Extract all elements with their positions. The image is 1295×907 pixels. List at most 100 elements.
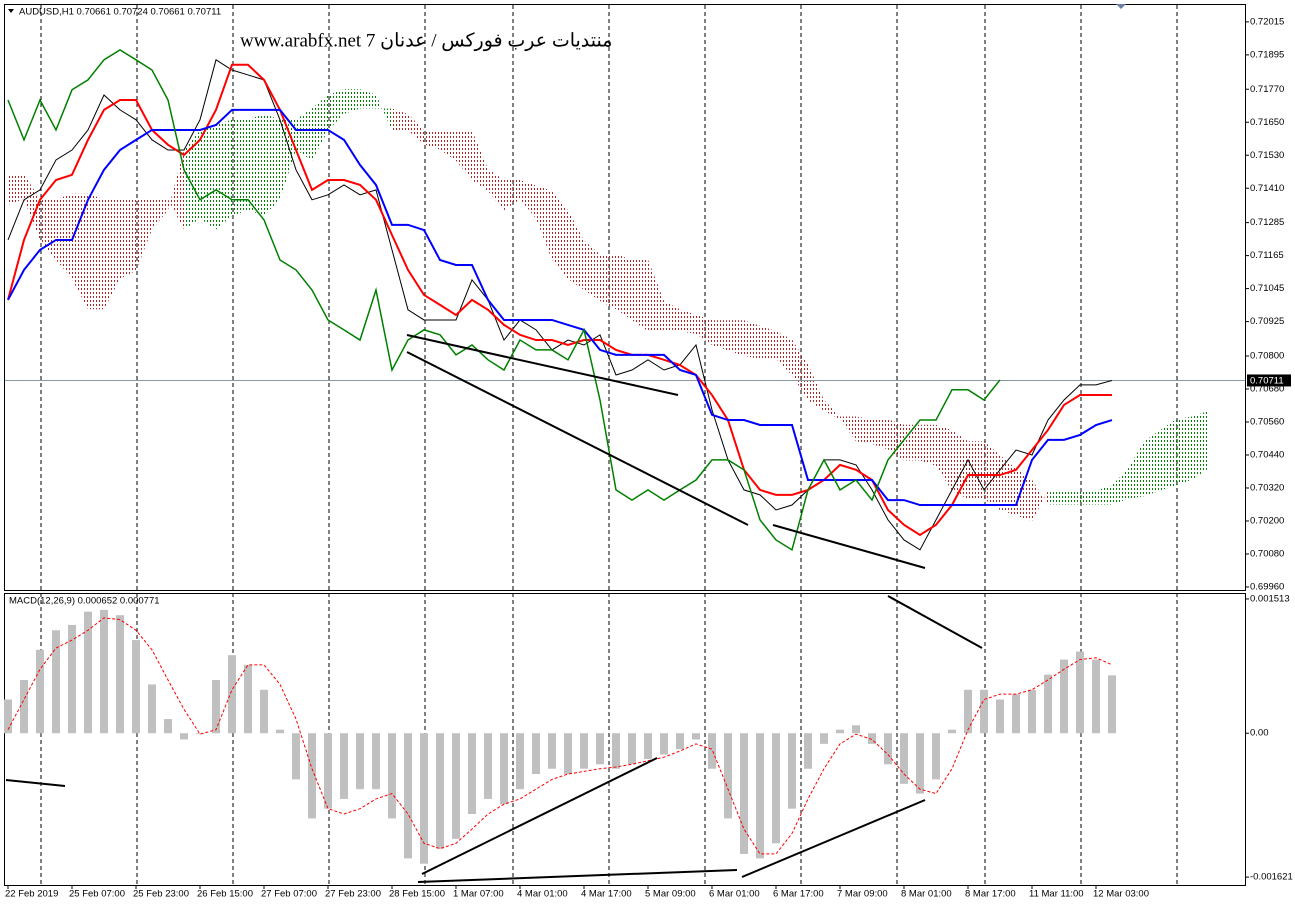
- y-tick-label: 0.70680: [1250, 383, 1284, 394]
- cloud-segment: [1176, 416, 1192, 486]
- macd-bar: [964, 689, 972, 734]
- trendline: [887, 595, 983, 649]
- cloud-segment: [1144, 430, 1160, 497]
- macd-bar: [596, 733, 604, 765]
- y-tick-label: 0.70320: [1250, 482, 1284, 493]
- y-tick-label: 0.00: [1250, 728, 1269, 739]
- macd-bar: [580, 733, 588, 769]
- macd-bar: [660, 733, 668, 755]
- cloud-segment: [1128, 441, 1144, 499]
- cloud-segment: [136, 199, 152, 271]
- y-tick-label: 0.71770: [1250, 84, 1284, 95]
- macd-bar: [4, 699, 12, 734]
- y-tick-label: 0.71410: [1250, 183, 1284, 194]
- macd-bar: [628, 733, 636, 765]
- macd-bar: [740, 733, 748, 854]
- cloud-segment: [520, 179, 536, 219]
- y-tick-label: 0.70080: [1250, 548, 1284, 559]
- cloud-segment: [392, 108, 408, 131]
- cloud-segment: [456, 130, 472, 180]
- macd-bar: [980, 689, 988, 734]
- macd-bar: [676, 733, 684, 750]
- cloud-segment: [488, 168, 504, 211]
- cloud-segment: [776, 331, 792, 376]
- chart-title: AUDUSD,H1 0.70661 0.70724 0.70661 0.7071…: [19, 7, 221, 18]
- cloud-segment: [1112, 468, 1128, 505]
- macd-bar: [404, 733, 412, 859]
- price-line-series: [7, 59, 1113, 551]
- macd-bar: [996, 699, 1004, 734]
- macd-panel: [4, 593, 1246, 886]
- cloud-segment: [344, 89, 360, 114]
- cloud-segment: [88, 193, 104, 310]
- macd-bar: [500, 733, 508, 805]
- cloud-segment: [312, 94, 328, 161]
- cloud-segment: [1032, 479, 1048, 521]
- macd-bar: [292, 733, 300, 780]
- x-tick-label: 7 Mar 09:00: [837, 889, 888, 900]
- x-tick-label: 27 Feb 23:00: [325, 889, 381, 900]
- macd-bar: [388, 733, 396, 819]
- macd-bar: [772, 733, 780, 844]
- cloud-segment: [56, 193, 72, 279]
- macd-bar: [340, 733, 348, 799]
- macd-bar: [900, 733, 908, 784]
- y-tick-label: 0.71165: [1250, 250, 1284, 261]
- cloud-segment: [152, 199, 168, 230]
- cloud-segment: [472, 130, 488, 191]
- macd-bar: [212, 679, 220, 734]
- cloud-segment: [808, 364, 824, 411]
- macd-bar: [116, 615, 124, 734]
- cloud-segment: [216, 119, 232, 230]
- cloud-segment: [1096, 485, 1112, 505]
- y-tick-label: 0.70440: [1250, 449, 1284, 460]
- trendline: [741, 799, 926, 878]
- cloud-segment: [104, 199, 120, 310]
- x-tick-label: 22 Feb 2019: [5, 889, 58, 900]
- macd-bar: [132, 640, 140, 734]
- cloud-segment: [8, 174, 24, 205]
- macd-bar: [532, 733, 540, 775]
- macd-bar: [356, 733, 364, 790]
- macd-bar: [20, 679, 28, 734]
- price-line-series: [7, 49, 1001, 552]
- cloud-segment: [552, 190, 568, 279]
- x-tick-label: 8 Mar 01:00: [901, 889, 952, 900]
- macd-bar: [1060, 659, 1068, 734]
- macd-bar: [692, 733, 700, 740]
- cloud-segment: [328, 89, 344, 131]
- x-tick-label: 26 Feb 15:00: [197, 889, 253, 900]
- macd-bar: [564, 733, 572, 775]
- macd-bar: [884, 733, 892, 765]
- cloud-segment: [200, 124, 216, 230]
- cloud-segment: [872, 419, 888, 450]
- macd-bar: [932, 733, 940, 780]
- macd-bar: [164, 719, 172, 734]
- macd-bar: [612, 733, 620, 769]
- trendline: [772, 524, 926, 569]
- macd-bar: [52, 630, 60, 734]
- y-tick-label: 0.71530: [1250, 150, 1284, 161]
- macd-bar: [948, 729, 956, 734]
- macd-bar: [84, 611, 92, 734]
- cloud-segment: [824, 399, 840, 420]
- macd-bar: [196, 733, 204, 735]
- cloud-segment: [184, 130, 200, 230]
- y-tick-label: 0.71045: [1250, 283, 1284, 294]
- x-tick-label: 25 Feb 23:00: [133, 889, 189, 900]
- x-tick-label: 4 Mar 17:00: [581, 889, 632, 900]
- plot-layer: 0.72015 0.71895 0.71770 0.71650 0.71530 0.714…: [4, 16, 1293, 900]
- trendline: [406, 351, 749, 526]
- cloud-segment: [760, 325, 776, 359]
- cloud-segment: [536, 185, 552, 260]
- macd-bar: [1108, 675, 1116, 734]
- cloud-segment: [680, 309, 696, 334]
- macd-title: MACD(12,26,9) 0.000652 0.000771: [9, 596, 160, 607]
- cloud-segment: [888, 419, 904, 461]
- cloud-segment: [744, 320, 760, 359]
- macd-bar: [372, 733, 380, 790]
- x-tick-label: 27 Feb 07:00: [261, 889, 317, 900]
- macd-bar: [1044, 674, 1052, 734]
- cloud-segment: [248, 113, 264, 216]
- cloud-segment: [1080, 490, 1096, 505]
